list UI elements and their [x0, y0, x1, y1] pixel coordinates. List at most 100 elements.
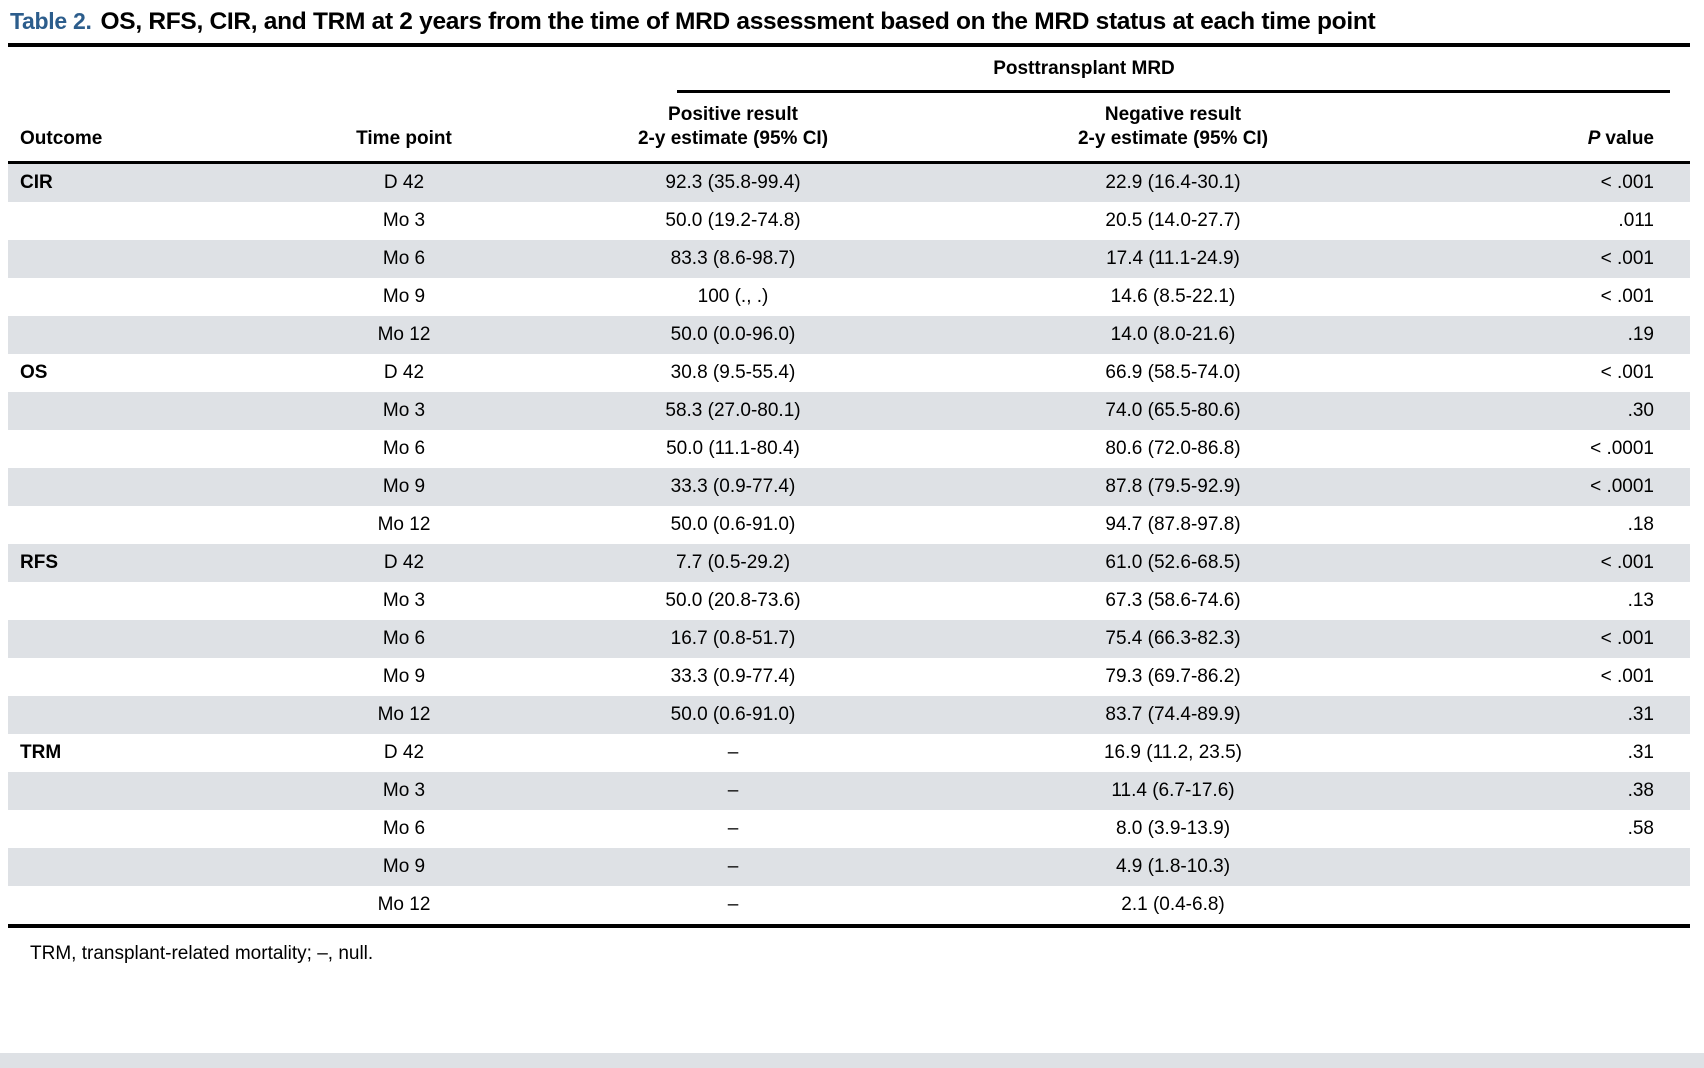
title-divider-rule [8, 43, 1690, 47]
positive-estimate-cell: 50.0 (19.2-74.8) [665, 210, 801, 231]
negative-estimate-cell: 87.8 (79.5-92.9) [1105, 476, 1241, 497]
positive-estimate-cell: 33.3 (0.9-77.4) [670, 476, 796, 497]
outcome-cell [8, 506, 330, 544]
p-value-cell: .31 [1627, 704, 1654, 725]
negative-estimate-cell: 74.0 (65.5-80.6) [1105, 400, 1241, 421]
table-body: CIR D 42 92.3 (35.8-99.4) 22.9 (16.4-30.… [8, 162, 1690, 925]
table-row: Mo 12 – 2.1 (0.4-6.8) [8, 886, 1690, 924]
table-row: Mo 9 100 (., .) 14.6 (8.5-22.1) < .001 [8, 278, 1690, 316]
negative-estimate-cell: 67.3 (58.6-74.6) [1105, 590, 1241, 611]
p-value-cell [1358, 886, 1690, 924]
p-value-cell: < .001 [1600, 666, 1654, 687]
p-value-cell: < .001 [1600, 172, 1654, 193]
negative-estimate-cell: 4.9 (1.8-10.3) [1115, 856, 1231, 877]
table-row: Mo 12 50.0 (0.0-96.0) 14.0 (8.0-21.6) .1… [8, 316, 1690, 354]
negative-estimate-cell: 75.4 (66.3-82.3) [1105, 628, 1241, 649]
p-value-cell: < .001 [1600, 628, 1654, 649]
column-header-positive-result: Positive result 2-y estimate (95% CI) [478, 93, 988, 164]
positive-estimate-cell: 100 (., .) [697, 286, 769, 307]
positive-estimate-cell: 92.3 (35.8-99.4) [665, 172, 801, 193]
spanner-cell: Posttransplant MRD [478, 47, 1690, 93]
p-value-cell: < .0001 [1590, 438, 1654, 459]
positive-estimate-cell: 30.8 (9.5-55.4) [670, 362, 796, 383]
time-point-cell: Mo 6 [382, 438, 426, 459]
spanner-rule [677, 90, 1670, 93]
time-point-cell: Mo 9 [382, 286, 426, 307]
positive-estimate-cell: – [727, 894, 739, 915]
time-point-cell: Mo 3 [382, 590, 426, 611]
positive-estimate-cell: – [727, 818, 739, 839]
outcome-cell [8, 658, 330, 696]
next-section-divider-bar [0, 1053, 1704, 1068]
table-row: OS D 42 30.8 (9.5-55.4) 66.9 (58.5-74.0)… [8, 354, 1690, 392]
positive-estimate-cell: – [727, 742, 739, 763]
negative-estimate-cell: 66.9 (58.5-74.0) [1105, 362, 1241, 383]
outcome-cell [8, 810, 330, 848]
negative-estimate-cell: 80.6 (72.0-86.8) [1105, 438, 1241, 459]
negative-estimate-cell: 20.5 (14.0-27.7) [1105, 210, 1241, 231]
outcome-cell: CIR [20, 172, 53, 193]
outcome-cell [8, 772, 330, 810]
negative-estimate-cell: 22.9 (16.4-30.1) [1105, 172, 1241, 193]
positive-estimate-cell: – [727, 856, 739, 877]
negative-estimate-cell: 16.9 (11.2, 23.5) [1103, 742, 1243, 763]
p-value-cell: < .001 [1600, 248, 1654, 269]
spanner-spacer [330, 47, 478, 93]
outcome-cell [8, 696, 330, 734]
table-row: Mo 9 – 4.9 (1.8-10.3) [8, 848, 1690, 886]
time-point-cell: Mo 6 [382, 248, 426, 269]
table-row: Mo 9 33.3 (0.9-77.4) 87.8 (79.5-92.9) < … [8, 468, 1690, 506]
outcome-cell [8, 468, 330, 506]
positive-estimate-cell: 50.0 (20.8-73.6) [665, 590, 801, 611]
table-number-label: Table 2. [10, 8, 92, 34]
column-header-row: Outcome Time point Positive result 2-y e… [8, 93, 1690, 164]
negative-estimate-cell: 14.6 (8.5-22.1) [1110, 286, 1236, 307]
p-value-cell: .31 [1627, 742, 1654, 763]
negative-estimate-cell: 2.1 (0.4-6.8) [1121, 894, 1225, 915]
outcome-cell [8, 430, 330, 468]
p-value-cell: .38 [1627, 780, 1654, 801]
negative-estimate-cell: 94.7 (87.8-97.8) [1105, 514, 1241, 535]
positive-estimate-cell: 50.0 (0.6-91.0) [670, 704, 796, 725]
negative-estimate-cell: 8.0 (3.9-13.9) [1115, 818, 1231, 839]
p-value-symbol: P [1587, 128, 1601, 149]
table-row: Mo 12 50.0 (0.6-91.0) 83.7 (74.4-89.9) .… [8, 696, 1690, 734]
outcome-cell [8, 316, 330, 354]
time-point-cell: Mo 12 [377, 514, 431, 535]
negative-header-line2: 2-y estimate (95% CI) [1077, 128, 1269, 149]
outcome-cell [8, 278, 330, 316]
column-header-time-point: Time point [330, 93, 478, 164]
table-footnote: TRM, transplant-related mortality; –, nu… [30, 943, 374, 964]
positive-estimate-cell: 50.0 (11.1-80.4) [666, 438, 800, 459]
outcome-cell: OS [20, 362, 48, 383]
p-value-cell: .30 [1627, 400, 1654, 421]
column-header-outcome: Outcome [8, 93, 330, 164]
p-value-cell: < .0001 [1590, 476, 1654, 497]
p-value-cell: .58 [1627, 818, 1654, 839]
positive-estimate-cell: 16.7 (0.8-51.7) [670, 628, 796, 649]
p-value-cell: < .001 [1600, 552, 1654, 573]
negative-header-line1: Negative result [1104, 104, 1242, 125]
column-header-negative-result: Negative result 2-y estimate (95% CI) [988, 93, 1358, 164]
table-caption: Table 2. OS, RFS, CIR, and TRM at 2 years… [0, 0, 1704, 43]
p-value-cell: < .001 [1600, 286, 1654, 307]
p-value-cell: .13 [1627, 590, 1654, 611]
time-point-cell: Mo 9 [382, 856, 426, 877]
negative-estimate-cell: 11.4 (6.7-17.6) [1111, 780, 1235, 801]
table-row: RFS D 42 7.7 (0.5-29.2) 61.0 (52.6-68.5)… [8, 544, 1690, 582]
p-value-cell [1358, 848, 1690, 886]
table-row: Mo 6 83.3 (8.6-98.7) 17.4 (11.1-24.9) < … [8, 240, 1690, 278]
negative-estimate-cell: 17.4 (11.1-24.9) [1106, 248, 1240, 269]
positive-estimate-cell: 50.0 (0.0-96.0) [670, 324, 796, 345]
time-point-cell: Mo 6 [382, 628, 426, 649]
outcome-cell [8, 620, 330, 658]
p-value-cell: < .001 [1600, 362, 1654, 383]
time-point-cell: Mo 12 [377, 704, 431, 725]
negative-estimate-cell: 79.3 (69.7-86.2) [1105, 666, 1241, 687]
outcome-cell [8, 886, 330, 924]
positive-estimate-cell: 7.7 (0.5-29.2) [675, 552, 791, 573]
p-value-cell: .18 [1627, 514, 1654, 535]
time-point-cell: Mo 3 [382, 210, 426, 231]
